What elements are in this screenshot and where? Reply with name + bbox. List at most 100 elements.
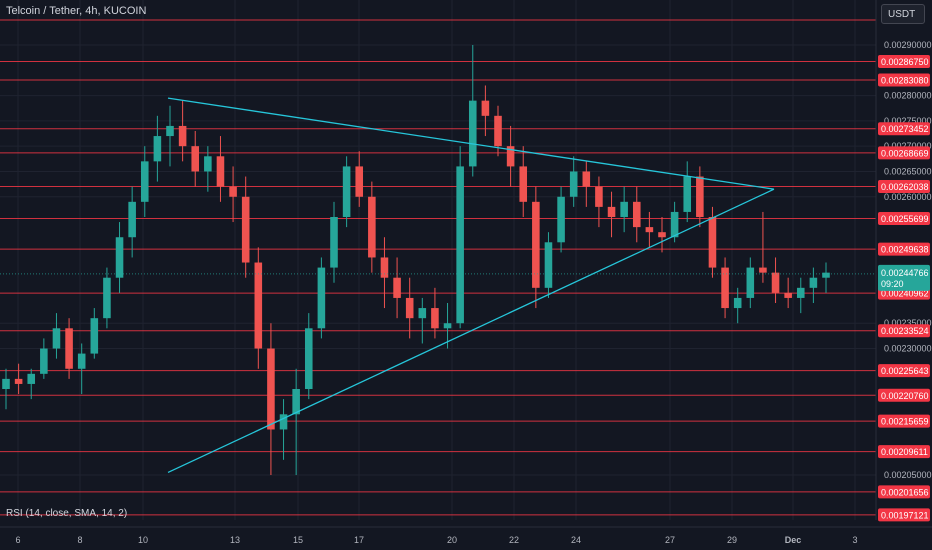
x-tick-label: 6 xyxy=(15,535,20,545)
candle-body[interactable] xyxy=(796,287,805,298)
candle-body[interactable] xyxy=(191,146,200,172)
candle-body[interactable] xyxy=(519,166,528,202)
level-price-tag[interactable] xyxy=(878,414,930,428)
candle-body[interactable] xyxy=(759,267,767,273)
candle-body[interactable] xyxy=(103,277,111,319)
candle-body[interactable] xyxy=(733,297,742,309)
candle-body[interactable] xyxy=(481,100,490,116)
candle-body[interactable] xyxy=(443,323,452,329)
level-price-tag[interactable] xyxy=(878,179,930,193)
candle-body[interactable] xyxy=(14,378,23,384)
candle-body[interactable] xyxy=(380,257,389,278)
candle-body[interactable] xyxy=(595,186,603,207)
candle-body[interactable] xyxy=(506,146,515,167)
candle-body[interactable] xyxy=(355,166,364,197)
candle-body[interactable] xyxy=(607,206,616,217)
x-tick-label: 17 xyxy=(354,535,364,545)
candle-body[interactable] xyxy=(304,328,313,389)
candle-body[interactable] xyxy=(393,277,401,298)
candle-body[interactable] xyxy=(569,171,578,197)
level-price-tag[interactable] xyxy=(878,324,930,338)
level-price-tag[interactable] xyxy=(878,122,930,136)
candle-body[interactable] xyxy=(254,262,263,349)
candle-body[interactable] xyxy=(645,227,654,233)
candle-body[interactable] xyxy=(468,100,477,167)
candle-body[interactable] xyxy=(153,136,162,162)
current-price-tag[interactable] xyxy=(878,264,930,291)
candle-body[interactable] xyxy=(632,201,641,228)
currency-button[interactable]: USDT xyxy=(881,4,925,24)
level-price-label: 0.00209611 xyxy=(881,447,928,457)
level-price-tag[interactable] xyxy=(878,445,930,459)
level-price-tag[interactable] xyxy=(878,73,930,87)
candle-body[interactable] xyxy=(431,308,439,329)
level-price-label: 0.00255699 xyxy=(881,214,929,224)
candle-body[interactable] xyxy=(771,272,780,293)
y-tick-label: 0.00265000 xyxy=(884,166,932,176)
candle-body[interactable] xyxy=(216,156,225,187)
x-tick-label: Dec xyxy=(785,535,802,545)
current-price-label: 0.00244766 xyxy=(881,268,929,278)
level-price-tag[interactable] xyxy=(878,146,930,160)
level-price-label: 0.00249638 xyxy=(881,245,929,255)
candle-body[interactable] xyxy=(229,186,237,197)
candle-body[interactable] xyxy=(822,272,830,278)
level-price-tag[interactable] xyxy=(878,212,930,226)
candle-body[interactable] xyxy=(292,389,300,415)
level-price-tag[interactable] xyxy=(878,364,930,378)
candle-body[interactable] xyxy=(557,196,565,243)
candle-body[interactable] xyxy=(708,217,717,268)
level-price-label: 0.00201656 xyxy=(881,487,929,497)
candle-body[interactable] xyxy=(658,232,666,238)
candle-body[interactable] xyxy=(405,297,414,319)
candle-body[interactable] xyxy=(342,166,351,217)
candle-body[interactable] xyxy=(494,115,502,147)
candle-body[interactable] xyxy=(77,353,86,369)
level-price-tag[interactable] xyxy=(878,485,930,499)
level-price-label: 0.00233524 xyxy=(881,326,929,336)
level-price-tag[interactable] xyxy=(878,508,930,522)
candle-body[interactable] xyxy=(532,201,540,288)
bar-countdown-label: 09:20 xyxy=(881,279,904,289)
candle-body[interactable] xyxy=(809,277,818,288)
level-price-tag[interactable] xyxy=(878,54,930,68)
candle-body[interactable] xyxy=(368,196,376,258)
x-tick-label: 8 xyxy=(77,535,82,545)
candle-body[interactable] xyxy=(267,348,275,430)
candle-body[interactable] xyxy=(670,211,679,238)
candle-body[interactable] xyxy=(784,292,792,298)
level-price-tag[interactable] xyxy=(878,388,930,402)
candle-body[interactable] xyxy=(620,201,628,217)
candle-body[interactable] xyxy=(128,201,136,238)
trendline[interactable] xyxy=(167,97,775,190)
level-price-label: 0.00197121 xyxy=(881,510,929,520)
candle-body[interactable] xyxy=(721,267,729,309)
candle-body[interactable] xyxy=(582,171,591,187)
candle-body[interactable] xyxy=(52,328,61,349)
candle-body[interactable] xyxy=(2,378,10,389)
candle-body[interactable] xyxy=(27,373,36,384)
candle-body[interactable] xyxy=(40,348,48,374)
candle-body[interactable] xyxy=(140,161,149,202)
candle-body[interactable] xyxy=(166,125,174,137)
candle-body[interactable] xyxy=(279,414,288,430)
y-tick-label: 0.00270000 xyxy=(884,141,932,151)
candle-body[interactable] xyxy=(418,308,427,319)
level-price-tag[interactable] xyxy=(878,242,930,256)
candle-body[interactable] xyxy=(115,237,124,278)
trendline[interactable] xyxy=(167,188,775,474)
candle-body[interactable] xyxy=(65,328,73,369)
candle-body[interactable] xyxy=(683,176,692,212)
candle-body[interactable] xyxy=(544,242,553,288)
candle-body[interactable] xyxy=(696,176,704,217)
candle-body[interactable] xyxy=(330,217,338,268)
candle-body[interactable] xyxy=(204,156,212,172)
candle-body[interactable] xyxy=(317,267,326,329)
candle-body[interactable] xyxy=(241,196,250,263)
rsi-indicator-label[interactable]: RSI (14, close, SMA, 14, 2) xyxy=(6,508,128,519)
candle-body[interactable] xyxy=(90,318,99,354)
candle-body[interactable] xyxy=(746,267,755,298)
candle-body[interactable] xyxy=(178,125,187,147)
candle-body[interactable] xyxy=(456,166,464,324)
